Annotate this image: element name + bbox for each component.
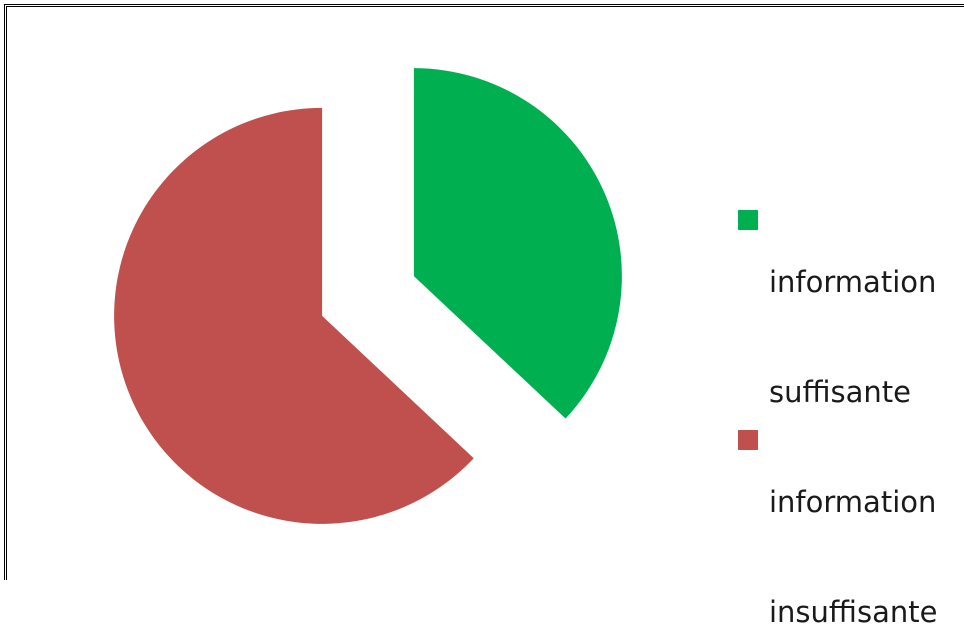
legend-item-insuffisante: information insuffisante <box>738 420 964 640</box>
pie-chart <box>114 68 622 524</box>
legend-label-line1: information <box>769 265 937 299</box>
legend-swatch-red <box>738 430 758 450</box>
legend-item-suffisante: information suffisante <box>738 200 964 420</box>
chart-legend: information suffisante information insuf… <box>738 200 964 640</box>
legend-label-line1: information <box>769 485 937 519</box>
legend-swatch-green <box>738 210 758 230</box>
pie-slice-information-suffisante <box>413 68 622 419</box>
chart-frame <box>4 4 964 580</box>
legend-label-line2: insuffisante <box>769 595 938 629</box>
legend-label-line2: suffisante <box>769 375 911 409</box>
pie-slice-information-insuffisante <box>114 107 474 524</box>
